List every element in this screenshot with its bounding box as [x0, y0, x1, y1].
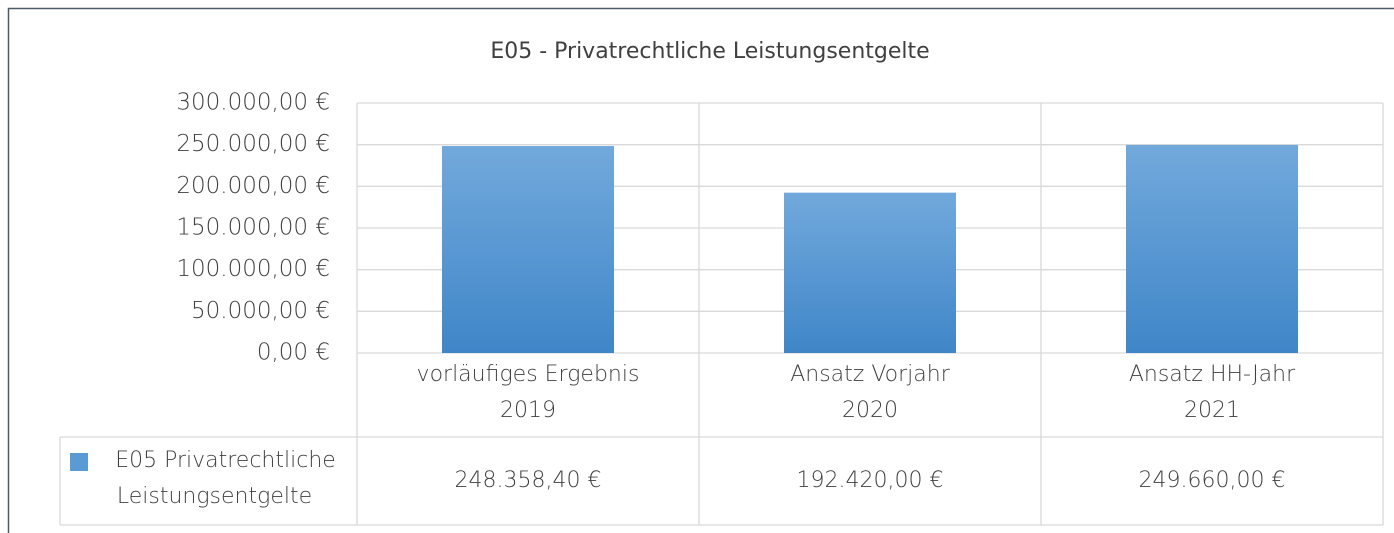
- x-tick-label: Ansatz HH-Jahr 2021: [1128, 362, 1296, 423]
- y-tick-label: 250.000,00 €: [176, 131, 330, 157]
- bar: [442, 146, 614, 353]
- bar: [784, 192, 956, 353]
- y-tick-label: 150.000,00 €: [176, 215, 330, 241]
- y-tick-label: 200.000,00 €: [176, 173, 330, 199]
- y-tick-label: 300.000,00 €: [176, 90, 330, 116]
- chart-border: [7, 7, 1394, 533]
- y-tick-label: 50.000,00 €: [191, 298, 330, 324]
- x-tick-label: vorläufiges Ergebnis 2019: [416, 362, 640, 423]
- data-label: 192.420,00 €: [796, 468, 944, 493]
- bar: [1126, 144, 1298, 353]
- legend-swatch: [70, 453, 88, 471]
- y-tick-label: 100.000,00 €: [176, 256, 330, 282]
- x-tick-label: Ansatz Vorjahr 2020: [790, 362, 950, 423]
- y-tick-label: 0,00 €: [257, 340, 330, 366]
- chart-title: E05 - Privatrechtliche Leistungsentgelte: [490, 39, 929, 64]
- data-label: 249.660,00 €: [1138, 468, 1286, 493]
- data-label: 248.358,40 €: [454, 468, 602, 493]
- legend-label: E05 Privatrechtliche Leistungsentgelte: [115, 448, 336, 509]
